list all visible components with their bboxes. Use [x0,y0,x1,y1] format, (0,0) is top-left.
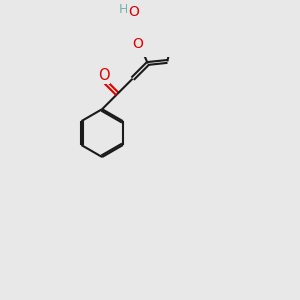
Text: O: O [128,5,139,19]
Text: O: O [98,68,109,83]
Text: H: H [119,2,128,16]
Text: O: O [133,37,143,51]
